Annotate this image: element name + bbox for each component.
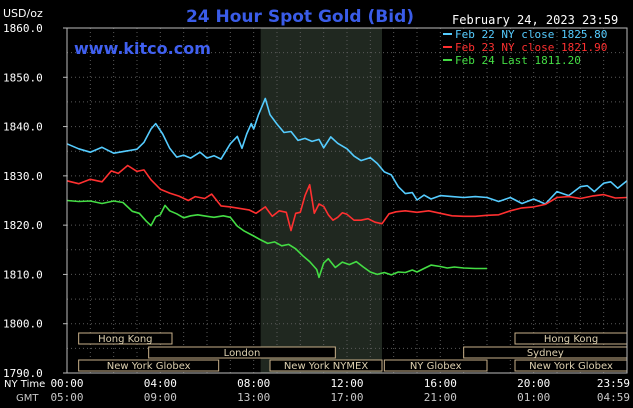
y-tick-label: 1850.0 [3, 71, 43, 84]
market-session-label: NY Globex [410, 361, 462, 372]
market-session: London [148, 346, 336, 359]
legend-entry: Feb 24 Last 1811.20 [455, 54, 581, 67]
market-session: Hong Kong [78, 332, 173, 345]
x-tick-label-ny: 04:00 [144, 377, 177, 390]
x-tick-label-ny: 16:00 [424, 377, 457, 390]
legend-entry: Feb 22 NY close 1825.80 [455, 28, 607, 41]
x-tick-label-ny: 00:00 [50, 377, 83, 390]
watermark-text: www.kitco.com [74, 39, 211, 58]
market-session-label: New York Globex [529, 361, 613, 372]
market-session-label: Hong Kong [544, 334, 598, 345]
market-session-box [78, 332, 173, 345]
market-session-box [269, 359, 383, 372]
series-line-3 [66, 199, 487, 279]
x-tick-label-gmt: 01:00 [517, 391, 550, 404]
legend-entry: Feb 23 NY close 1821.90 [455, 41, 607, 54]
chart-title: 24 Hour Spot Gold (Bid) [186, 7, 414, 27]
market-session: New York Globex [78, 359, 220, 372]
y-tick-label: 1860.0 [3, 22, 43, 35]
nymex-session-shade [260, 28, 382, 373]
market-session: NY Globex [383, 359, 488, 372]
y-axis-unit-label: USD/oz [3, 7, 43, 20]
x-tick-label-gmt: 04:59 [597, 391, 630, 404]
x-axis-gmt-label: GMT [16, 393, 39, 404]
x-tick-label-gmt: 09:00 [144, 391, 177, 404]
x-tick-label-gmt: 05:00 [50, 391, 83, 404]
x-tick-label-gmt: 21:00 [424, 391, 457, 404]
market-session: Sydney [463, 346, 628, 359]
x-tick-label-ny: 12:00 [330, 377, 363, 390]
market-session-label: Sydney [527, 348, 564, 359]
series-line-2 [66, 164, 628, 232]
market-session: New York Globex [514, 359, 628, 372]
market-session: Hong Kong [514, 332, 628, 345]
chart-date: February 24, 2023 23:59 [452, 13, 618, 27]
market-session-box [383, 359, 488, 372]
x-tick-label-gmt: 17:00 [330, 391, 363, 404]
market-session-label: Hong Kong [98, 334, 152, 345]
y-tick-label: 1840.0 [3, 121, 43, 134]
x-tick-label-gmt: 13:00 [237, 391, 270, 404]
market-session-label: New York NYMEX [284, 361, 369, 372]
x-tick-label-ny: 23:59 [597, 377, 630, 390]
x-tick-label-ny: 08:00 [237, 377, 270, 390]
market-session-label: New York Globex [107, 361, 191, 372]
x-axis-ny-time-label: NY Time [4, 379, 45, 390]
market-session-box [78, 359, 220, 372]
y-tick-label: 1800.0 [3, 318, 43, 331]
market-session-label: London [224, 348, 261, 359]
y-tick-label: 1790.0 [3, 367, 43, 380]
y-tick-label: 1830.0 [3, 170, 43, 183]
x-tick-label-ny: 20:00 [517, 377, 550, 390]
y-tick-label: 1810.0 [3, 268, 43, 281]
plot-border [66, 27, 628, 374]
series-line-1 [66, 97, 628, 205]
market-session: New York NYMEX [269, 359, 383, 372]
y-tick-label: 1820.0 [3, 219, 43, 232]
market-session-box [148, 346, 336, 359]
